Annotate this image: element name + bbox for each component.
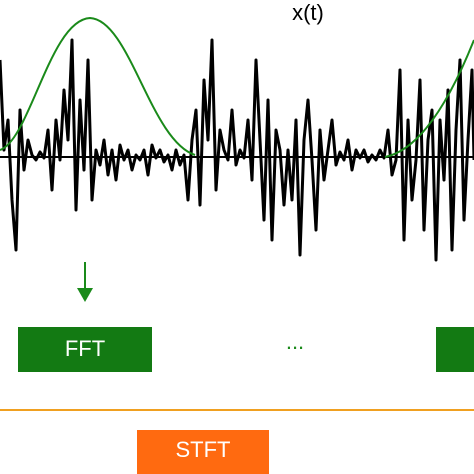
signal-label: x(t) — [292, 0, 324, 25]
signal-waveform — [0, 38, 474, 262]
fft-box — [436, 327, 474, 372]
stft-box — [137, 430, 269, 474]
fft-label: FFT — [65, 336, 105, 361]
stft-label: STFT — [176, 437, 231, 462]
window-function — [0, 16, 196, 156]
window-function — [384, 39, 474, 158]
fft-box — [18, 327, 152, 372]
ellipsis: ... — [286, 329, 304, 354]
arrow-head — [77, 288, 93, 302]
